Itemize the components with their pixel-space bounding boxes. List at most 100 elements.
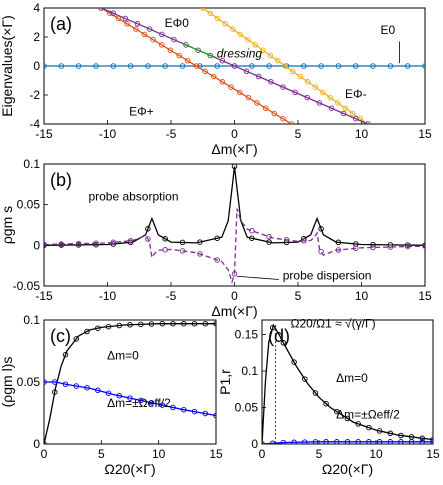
data-marker (252, 42, 259, 48)
data-marker (404, 63, 411, 69)
data-marker (202, 320, 209, 327)
data-marker (73, 383, 80, 389)
data-marker (266, 239, 272, 245)
data-marker (352, 115, 359, 122)
data-marker (266, 63, 272, 69)
data-marker (73, 336, 80, 342)
data-marker (179, 63, 186, 69)
x-tick-label: 0 (231, 289, 238, 303)
data-marker (141, 31, 148, 38)
data-marker (145, 63, 151, 69)
data-marker (387, 242, 394, 248)
y-axis-label: P1,r (217, 369, 233, 395)
data-marker (335, 63, 342, 69)
data-marker (283, 237, 290, 243)
data-marker (110, 239, 117, 246)
data-marker (245, 36, 251, 43)
y-axis-label: (ρgm l)s (0, 357, 15, 408)
data-marker (62, 381, 69, 387)
data-marker (419, 435, 426, 442)
data-marker (350, 110, 356, 117)
data-marker (162, 63, 168, 69)
series-line (44, 323, 216, 444)
data-marker (376, 439, 383, 444)
x-tick-label: 5 (316, 447, 323, 461)
annotation-ephi0: EΦ0 (165, 16, 190, 30)
data-marker (62, 351, 69, 358)
data-marker (387, 439, 394, 444)
data-marker (231, 271, 238, 277)
series-line (44, 208, 425, 285)
data-marker (370, 63, 376, 69)
y-tick-label: 2 (33, 30, 40, 44)
data-marker (290, 68, 296, 75)
x-tick-label: 5 (295, 127, 302, 141)
data-marker (430, 439, 433, 444)
y-tick-label: 0.1 (23, 313, 40, 327)
data-marker (255, 73, 262, 80)
data-marker (237, 31, 244, 38)
y-axis-label: Eigenvalues(×Γ) (0, 15, 15, 117)
data-marker (219, 57, 226, 64)
data-marker (110, 241, 117, 247)
data-marker (84, 328, 90, 335)
series-line (44, 381, 216, 417)
data-marker (335, 100, 341, 106)
data-marker (167, 47, 174, 53)
annotation-probe-absorption: probe absorption (88, 190, 178, 204)
data-marker (249, 227, 255, 234)
data-marker (127, 63, 134, 69)
data-marker (271, 110, 278, 117)
data-marker (214, 257, 220, 263)
data-marker (197, 239, 203, 245)
data-marker (280, 115, 286, 122)
data-marker (75, 63, 82, 69)
annotation-ratio: Ω20/Ω1 ≈ √(γ/Γ) (291, 316, 376, 330)
data-marker (93, 63, 99, 69)
y-tick-label: 4 (33, 1, 40, 15)
y-tick-label: -0.05 (13, 279, 41, 293)
data-marker (52, 389, 58, 395)
data-marker (230, 26, 236, 32)
data-marker (191, 320, 198, 327)
data-marker (262, 105, 269, 111)
data-marker (95, 387, 101, 394)
data-marker (110, 10, 117, 17)
series-line (100, 8, 369, 124)
data-marker (275, 57, 281, 64)
series-group (44, 8, 425, 124)
data-marker (370, 244, 376, 251)
y-tick-label: 0 (33, 59, 40, 73)
data-marker (323, 400, 329, 407)
x-tick-label: -10 (99, 289, 117, 303)
data-marker (355, 439, 361, 444)
x-tick-label: 5 (98, 447, 105, 461)
data-marker (318, 63, 324, 69)
annotation-ephi-minus: EΦ- (345, 87, 367, 101)
annotation-dm0-d: Δm=0 (336, 371, 368, 385)
annotation-dm0-c: Δm=0 (107, 349, 139, 363)
data-marker (95, 325, 101, 331)
data-marker (148, 400, 155, 406)
data-marker (124, 21, 130, 27)
data-marker (214, 63, 220, 69)
panel-c: 0 5 10 15 0.1 0.05 0 (c) Ω20(×Γ) (ρgm l)s Δm=0 Δm=±… (0, 313, 223, 477)
data-marker (127, 239, 134, 246)
data-marker (352, 245, 359, 252)
data-marker (430, 436, 433, 443)
data-marker (328, 105, 335, 111)
dressing-arrow (183, 43, 216, 58)
data-marker (145, 226, 151, 232)
data-marker (202, 68, 208, 75)
data-marker (122, 15, 129, 22)
data-marker (44, 241, 47, 248)
data-marker (318, 248, 324, 255)
data-marker (280, 84, 286, 90)
y-axis-label: ρgm s (0, 206, 15, 244)
data-marker (302, 376, 308, 382)
data-marker (127, 322, 133, 328)
data-marker (280, 439, 287, 444)
data-marker (327, 94, 334, 101)
data-marker (376, 428, 383, 434)
data-marker (231, 63, 238, 69)
